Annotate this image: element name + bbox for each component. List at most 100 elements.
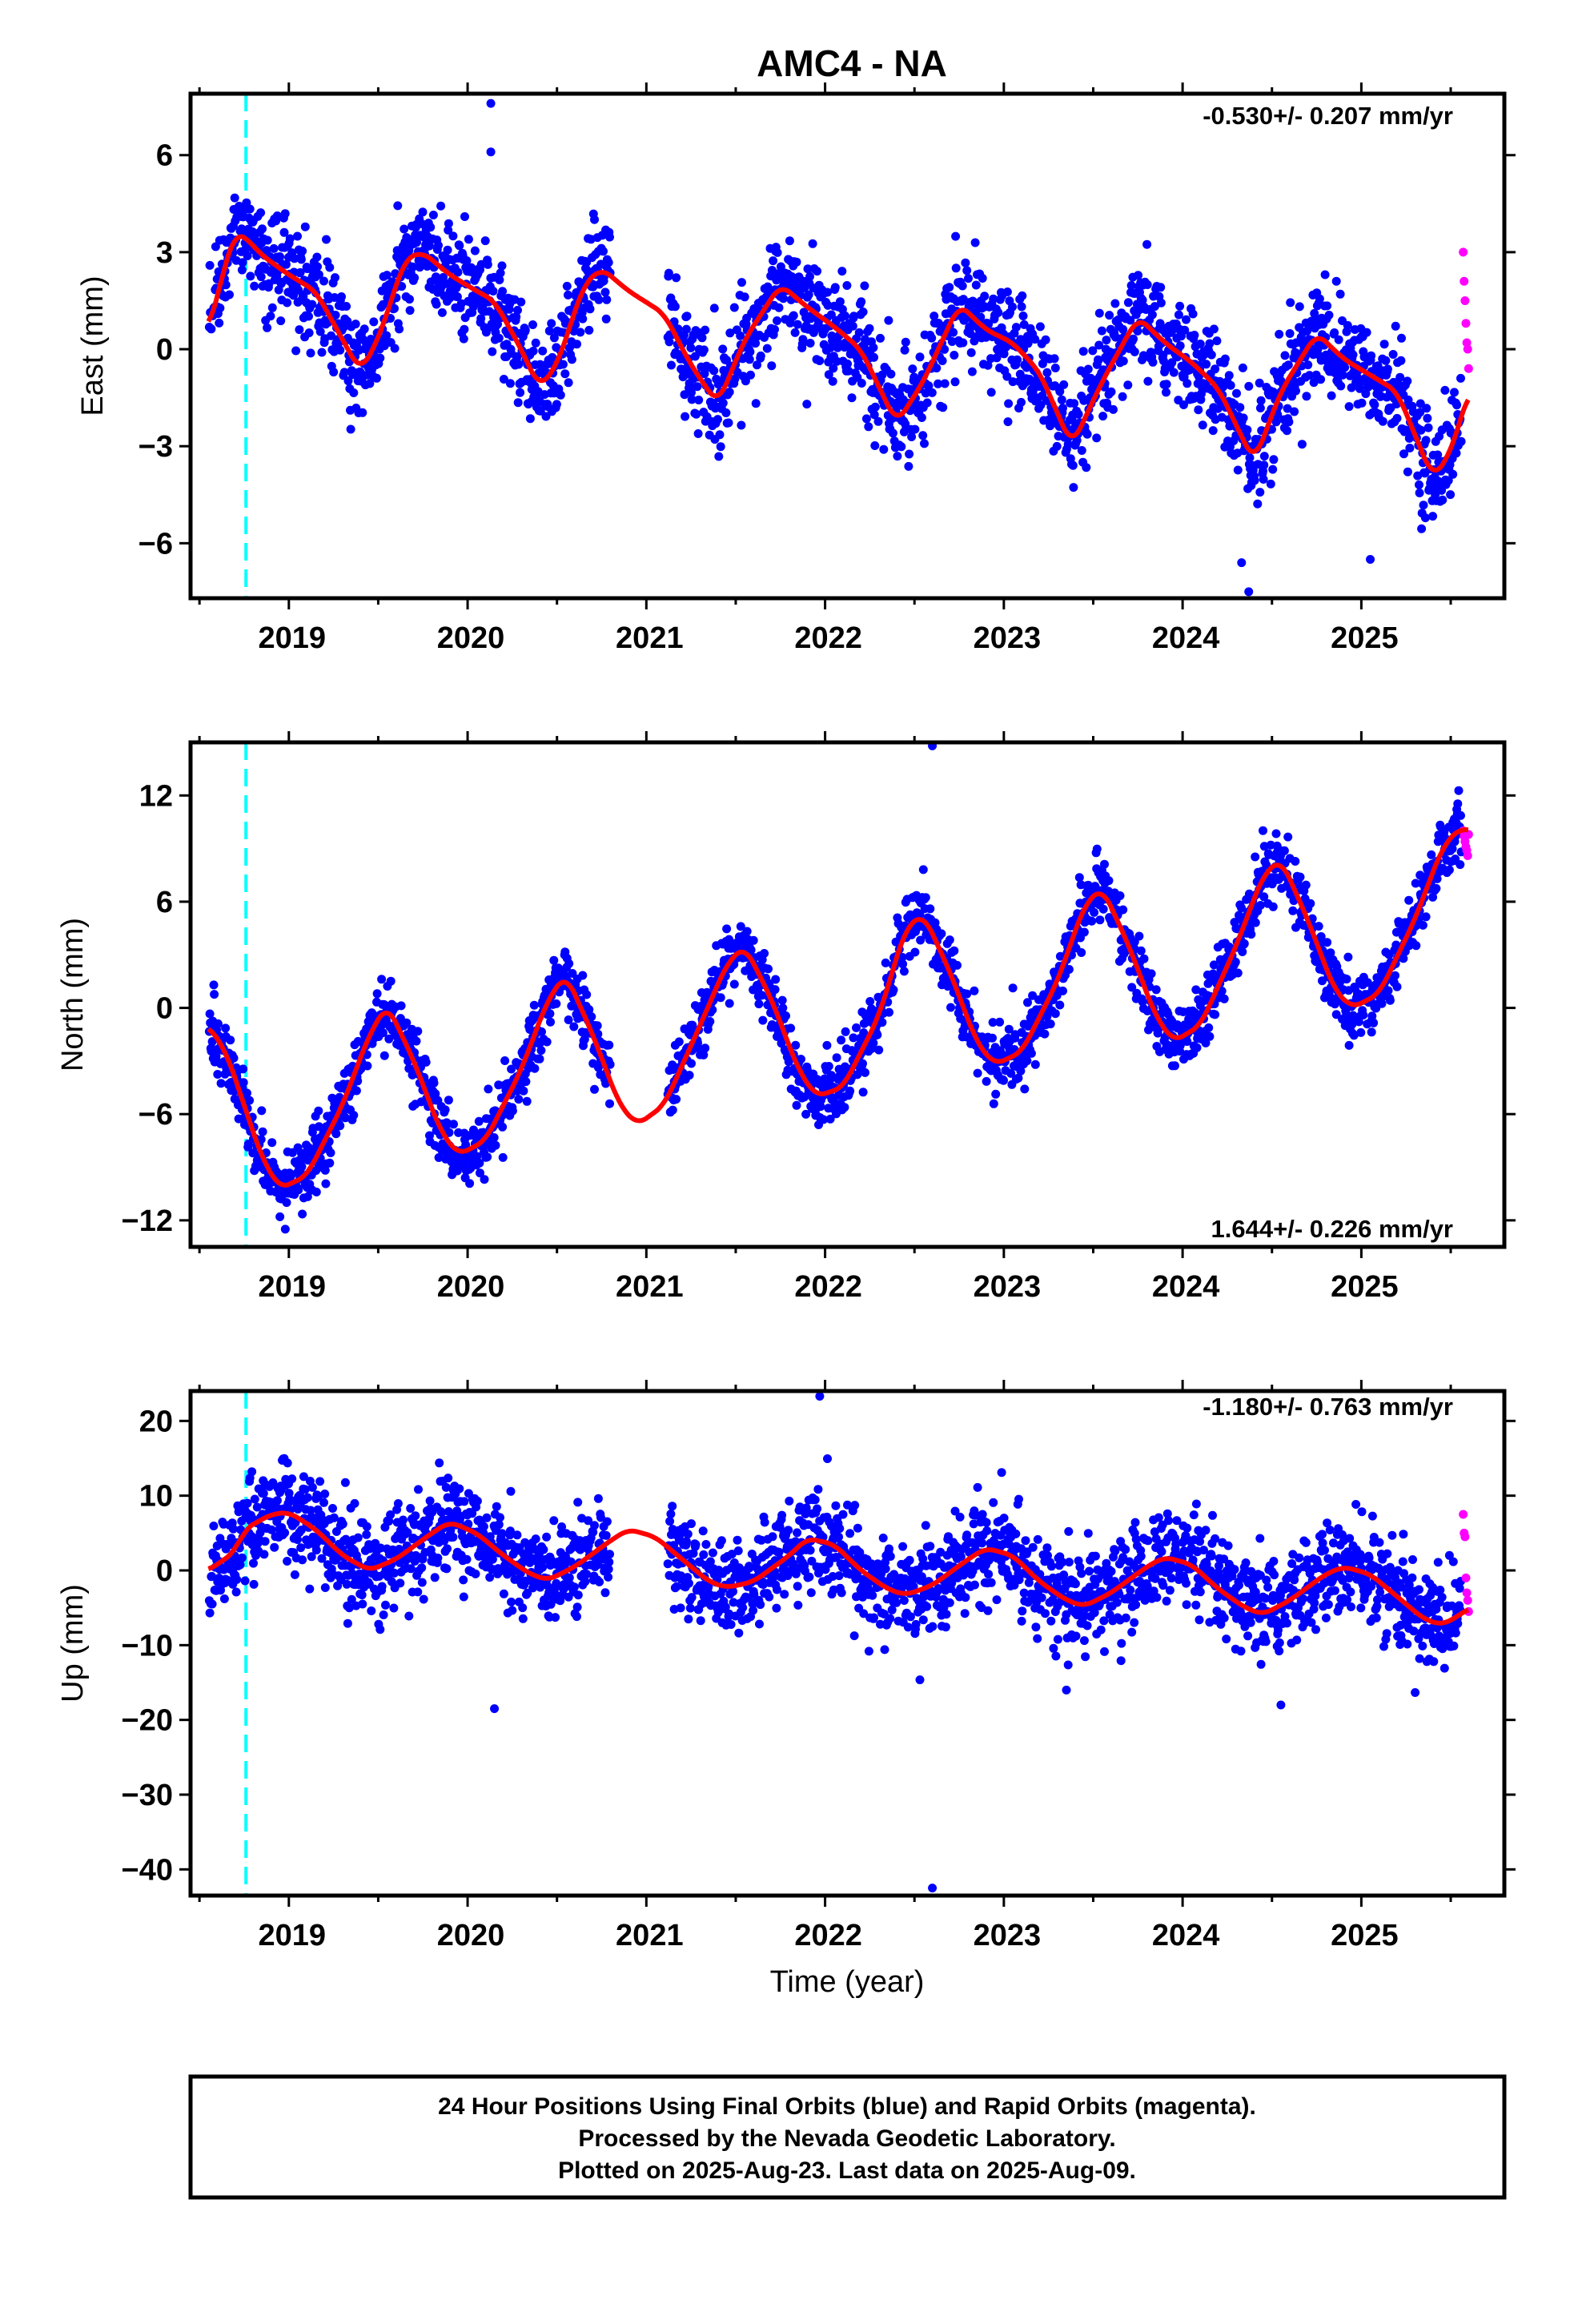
x-tick-label: 2024 — [1152, 1919, 1220, 1952]
panel-up-points — [204, 1392, 1473, 1893]
data-point — [1392, 413, 1402, 423]
east-axis-label: East (mm) — [76, 275, 110, 416]
data-point — [999, 1076, 1008, 1085]
data-point — [1074, 409, 1083, 419]
data-point — [786, 1023, 796, 1033]
data-point — [1195, 340, 1205, 348]
data-point — [480, 236, 490, 246]
data-point — [1259, 475, 1268, 484]
data-point — [453, 267, 463, 277]
data-point — [1244, 381, 1254, 391]
data-point — [282, 1198, 291, 1208]
data-point — [1314, 922, 1323, 931]
data-point — [495, 275, 504, 284]
data-point — [802, 400, 812, 409]
data-point — [680, 390, 689, 400]
data-point — [668, 1105, 677, 1115]
data-point — [516, 297, 526, 307]
data-point — [1284, 417, 1294, 427]
data-point — [1243, 425, 1252, 435]
data-point — [221, 280, 231, 290]
data-point — [681, 412, 690, 421]
data-point — [231, 1587, 241, 1597]
data-point — [829, 364, 838, 373]
data-point — [263, 323, 272, 332]
data-point — [845, 1086, 855, 1096]
data-point — [848, 321, 857, 331]
data-point — [1431, 883, 1441, 893]
data-point — [488, 347, 497, 356]
data-point — [725, 388, 734, 396]
data-point — [544, 326, 554, 336]
data-point — [1367, 351, 1376, 360]
data-point — [1077, 948, 1086, 957]
data-point — [888, 428, 897, 438]
data-point — [1175, 301, 1185, 311]
data-point — [1136, 946, 1146, 955]
data-point — [945, 935, 954, 945]
data-point — [910, 947, 920, 957]
data-point — [535, 1054, 544, 1063]
data-point — [1008, 377, 1018, 387]
data-point — [400, 224, 409, 234]
data-point — [1233, 968, 1243, 978]
data-point — [600, 287, 610, 297]
data-point — [349, 388, 359, 397]
data-point — [1050, 364, 1060, 372]
data-point — [1077, 446, 1086, 455]
data-point — [1018, 291, 1027, 300]
data-point — [778, 1003, 788, 1013]
data-point — [824, 1062, 833, 1071]
data-point — [823, 287, 832, 297]
data-point — [225, 290, 234, 300]
data-point — [237, 265, 247, 275]
data-point — [1415, 480, 1423, 489]
data-point — [741, 376, 750, 386]
data-point — [1343, 952, 1353, 962]
data-point — [898, 959, 908, 969]
data-point — [901, 337, 910, 347]
data-point — [1279, 846, 1289, 855]
data-point — [709, 366, 719, 376]
data-point — [1428, 512, 1438, 521]
data-point — [500, 1056, 510, 1065]
data-point — [995, 1017, 1005, 1027]
data-point — [746, 370, 755, 380]
data-point — [1336, 381, 1346, 391]
data-point — [269, 243, 279, 253]
data-point — [216, 1079, 226, 1088]
data-point — [1188, 309, 1198, 319]
rapid-point — [1463, 850, 1472, 860]
data-point — [602, 295, 612, 304]
data-point — [1151, 985, 1161, 995]
data-point — [599, 247, 608, 256]
data-point — [769, 256, 778, 266]
data-point — [823, 300, 833, 310]
outlier-point — [1237, 558, 1247, 568]
data-point — [1018, 312, 1028, 320]
data-point — [1156, 283, 1166, 292]
data-point — [1239, 939, 1249, 948]
data-point — [293, 231, 302, 241]
y-tick-label: 0 — [156, 333, 173, 367]
data-point — [578, 971, 588, 980]
data-point — [1118, 905, 1128, 915]
data-point — [1356, 1027, 1366, 1037]
data-point — [541, 412, 551, 421]
data-point — [1269, 455, 1279, 464]
data-point — [496, 268, 505, 278]
data-point — [585, 304, 595, 314]
data-point — [873, 1030, 882, 1039]
data-point — [421, 1057, 431, 1067]
data-point — [921, 893, 930, 903]
data-point — [886, 369, 896, 379]
data-point — [754, 999, 764, 1009]
data-point — [756, 351, 765, 360]
data-point — [762, 344, 772, 353]
data-point — [945, 283, 954, 292]
data-point — [1013, 355, 1022, 364]
data-point — [493, 320, 502, 329]
data-point — [1202, 360, 1211, 369]
data-point — [852, 1023, 861, 1032]
